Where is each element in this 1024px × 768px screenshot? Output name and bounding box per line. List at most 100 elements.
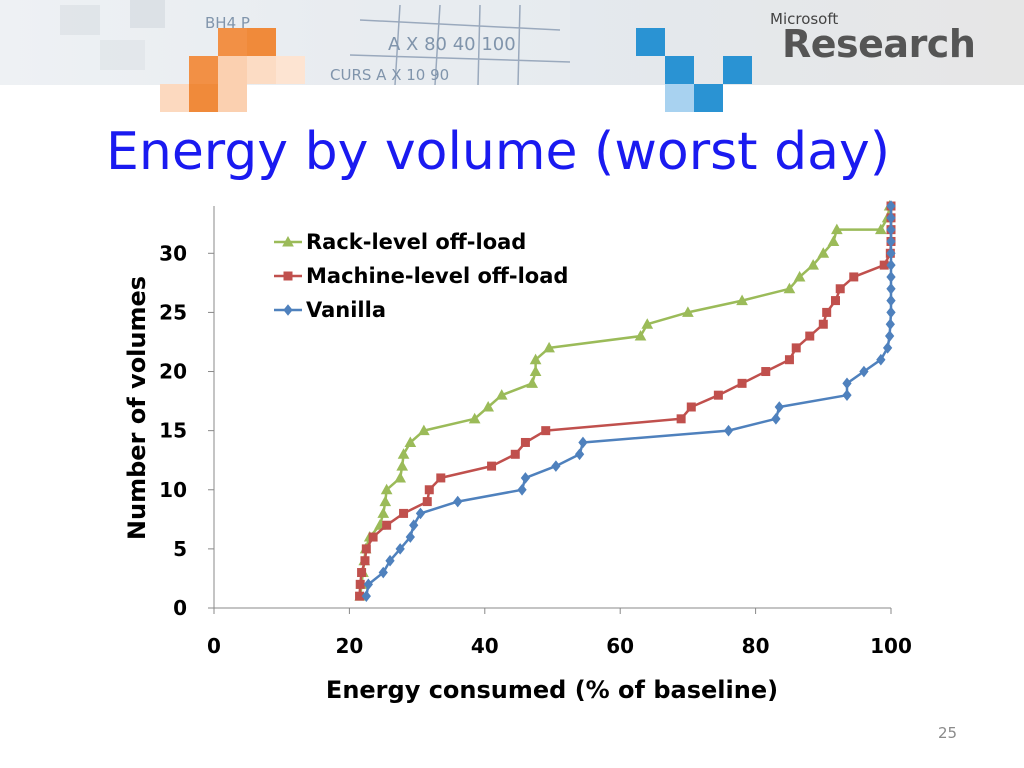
data-point bbox=[874, 223, 887, 235]
data-point bbox=[361, 590, 371, 602]
data-point bbox=[827, 235, 840, 246]
data-point bbox=[885, 318, 895, 331]
brand-research: Research bbox=[782, 22, 976, 66]
data-point bbox=[382, 520, 392, 530]
data-point bbox=[487, 461, 497, 471]
data-point bbox=[424, 485, 434, 495]
legend-label: Rack-level off-load bbox=[306, 230, 526, 254]
legend-label: Vanilla bbox=[306, 298, 386, 322]
data-point bbox=[807, 259, 819, 270]
y-tick-label: 5 bbox=[173, 537, 187, 561]
data-point bbox=[360, 556, 370, 566]
legend-item-rack-level-off-load: Rack-level off-load bbox=[274, 230, 526, 254]
data-point bbox=[409, 519, 419, 532]
data-point bbox=[357, 568, 367, 578]
brand-microsoft: Microsoft bbox=[770, 10, 839, 28]
data-point bbox=[453, 495, 463, 508]
data-point bbox=[520, 472, 531, 484]
data-point bbox=[394, 471, 407, 483]
data-point bbox=[886, 306, 896, 319]
data-point bbox=[510, 449, 520, 459]
legend-item-machine-level-off-load: Machine-level off-load bbox=[274, 264, 568, 288]
data-point bbox=[405, 531, 415, 543]
data-point bbox=[543, 341, 555, 353]
data-point bbox=[737, 378, 747, 388]
data-point bbox=[886, 294, 896, 307]
data-point bbox=[399, 508, 409, 518]
data-point bbox=[818, 319, 828, 329]
data-point bbox=[415, 507, 426, 520]
svg-text:BH4 P: BH4 P bbox=[205, 14, 250, 32]
legend-marker bbox=[283, 271, 293, 281]
header-banner: A X 80 40 100 CURS A X 10 90 BH4 P Micro… bbox=[0, 0, 1024, 112]
data-point bbox=[468, 412, 481, 424]
data-point bbox=[578, 436, 588, 449]
data-point bbox=[886, 235, 896, 248]
data-point bbox=[422, 497, 432, 507]
data-point bbox=[529, 365, 542, 377]
data-point bbox=[397, 448, 410, 459]
data-point bbox=[849, 272, 859, 282]
data-point bbox=[526, 377, 539, 388]
data-point bbox=[368, 532, 378, 542]
data-point bbox=[529, 353, 542, 365]
legend-label: Machine-level off-load bbox=[306, 264, 568, 288]
data-point bbox=[418, 424, 430, 436]
series-vanilla bbox=[361, 200, 896, 602]
y-tick-label: 25 bbox=[159, 300, 187, 324]
data-point bbox=[736, 294, 748, 306]
data-point bbox=[886, 247, 896, 260]
data-point bbox=[363, 578, 373, 591]
x-tick-label: 100 bbox=[870, 634, 912, 658]
chart-axes: 0 5 10 15 20 25 30 0 20 40 60 80 100 bbox=[159, 206, 912, 658]
svg-text:CURS A X 10 90: CURS A X 10 90 bbox=[330, 66, 449, 84]
data-point bbox=[835, 284, 845, 294]
legend-marker bbox=[282, 235, 294, 247]
series-line-vanilla bbox=[365, 206, 893, 597]
y-tick-label: 20 bbox=[159, 360, 187, 384]
slide-number: 25 bbox=[938, 724, 958, 742]
legend-item-vanilla: Vanilla bbox=[274, 298, 386, 322]
data-point bbox=[379, 495, 392, 507]
legend-marker bbox=[283, 304, 293, 316]
data-point bbox=[396, 460, 409, 471]
data-point bbox=[385, 554, 395, 567]
y-tick-label: 30 bbox=[159, 241, 187, 265]
data-point bbox=[551, 460, 561, 472]
x-tick-label: 0 bbox=[207, 634, 221, 658]
series-line-machine-level-off-load bbox=[358, 206, 893, 597]
data-point bbox=[361, 544, 371, 554]
data-point bbox=[355, 579, 365, 589]
y-tick-label: 10 bbox=[159, 478, 187, 502]
data-point bbox=[771, 413, 781, 425]
x-tick-label: 40 bbox=[471, 634, 499, 658]
data-point bbox=[520, 437, 530, 447]
data-point bbox=[541, 426, 551, 436]
chart-series-layer bbox=[354, 199, 896, 602]
data-point bbox=[634, 330, 647, 341]
data-point bbox=[380, 483, 393, 495]
y-tick-label: 15 bbox=[159, 419, 187, 443]
slide-title: Energy by volume (worst day) bbox=[106, 122, 891, 182]
x-tick-label: 60 bbox=[606, 634, 634, 658]
data-point bbox=[886, 212, 896, 224]
banner-graphic: A X 80 40 100 CURS A X 10 90 BH4 P bbox=[0, 0, 1024, 112]
data-point bbox=[713, 390, 723, 400]
data-point bbox=[495, 389, 508, 400]
data-point bbox=[842, 377, 852, 390]
data-point bbox=[805, 331, 815, 341]
data-point bbox=[793, 270, 806, 282]
data-point bbox=[378, 566, 388, 579]
data-point bbox=[791, 343, 801, 353]
data-point bbox=[817, 247, 830, 258]
y-tick-label: 0 bbox=[173, 596, 187, 620]
data-point bbox=[723, 424, 734, 437]
data-point bbox=[761, 367, 771, 377]
chart-legend: Rack-level off-load Machine-level off-loa… bbox=[274, 230, 568, 322]
data-point bbox=[686, 402, 696, 412]
data-point bbox=[404, 436, 417, 447]
data-point bbox=[377, 507, 390, 518]
data-point bbox=[682, 306, 694, 317]
data-point bbox=[436, 473, 446, 483]
